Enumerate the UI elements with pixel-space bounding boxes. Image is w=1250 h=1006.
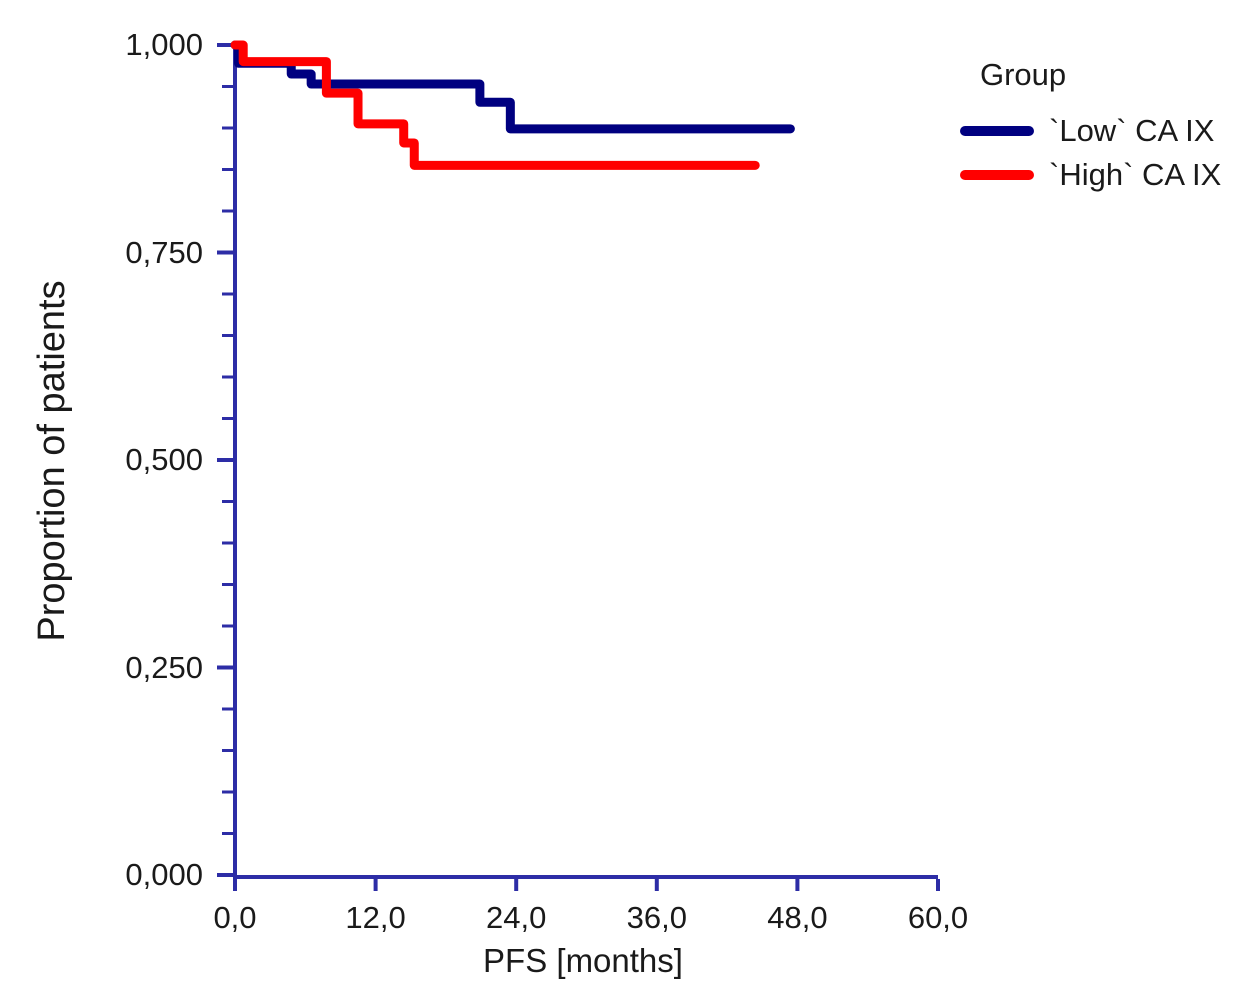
legend-item-label: `Low` CA IX xyxy=(1049,113,1215,148)
x-tick-label: 48,0 xyxy=(767,900,828,935)
km-curve-high xyxy=(230,40,760,170)
x-tick-label: 0,0 xyxy=(213,900,257,935)
y-tick-label: 0,250 xyxy=(125,649,203,685)
x-tick-label: 36,0 xyxy=(626,900,687,935)
y-tick-label: 1,000 xyxy=(125,27,203,62)
legend-item: `Low` CA IX xyxy=(960,109,1221,153)
legend-line-icon xyxy=(960,126,1034,136)
legend-line-icon xyxy=(960,170,1034,180)
x-axis-title: PFS [months] xyxy=(483,942,683,979)
km-curve-low xyxy=(230,40,795,134)
y-tick-label: 0,500 xyxy=(125,442,203,477)
y-tick-label: 0,000 xyxy=(125,857,203,892)
legend-item: `High` CA IX xyxy=(960,153,1221,197)
x-tick-label: 12,0 xyxy=(345,900,406,935)
y-axis-title: Proportion of patients xyxy=(31,280,73,642)
legend: Group `Low` CA IX `High` CA IX xyxy=(960,57,1221,197)
y-tick-label: 0,750 xyxy=(125,234,203,270)
legend-item-label: `High` CA IX xyxy=(1049,157,1222,192)
x-tick-label: 24,0 xyxy=(486,900,547,935)
legend-items: `Low` CA IX `High` CA IX xyxy=(960,109,1221,197)
x-tick-label: 60,0 xyxy=(907,900,969,935)
legend-title: Group xyxy=(980,57,1067,92)
